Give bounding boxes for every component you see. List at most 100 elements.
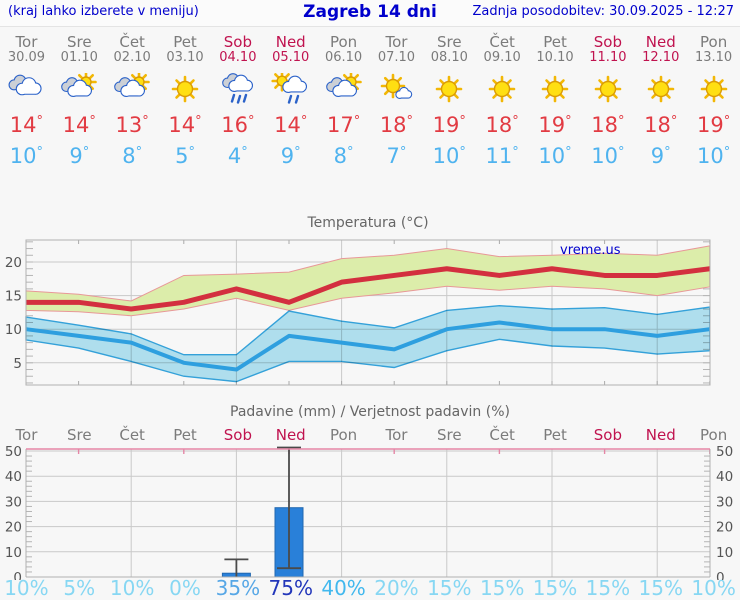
precip-day-label: Tor	[385, 426, 408, 444]
day-name: Pet	[543, 33, 567, 51]
precip-day-label: Pet	[543, 426, 567, 444]
day-date: 30.09	[7, 50, 46, 65]
precip-ytick-right: 0	[716, 570, 725, 580]
day-column-tor-07.10: Tor 07.10 18° 7°	[370, 30, 423, 172]
precip-probability: 10%	[4, 576, 49, 600]
sunny-icon	[171, 75, 199, 103]
partly-cloudy-icon	[325, 71, 362, 97]
day-column-pet-10.10: Pet 10.10 19° 10°	[529, 30, 582, 172]
temperature-chart: Temperatura (°C) 5 10 15 20 vreme.us	[5, 215, 711, 386]
day-date: 13.10	[694, 50, 733, 65]
precip-probability: 15%	[585, 576, 631, 600]
day-name: Sob	[593, 33, 622, 51]
min-temperature: 10°	[432, 144, 466, 168]
watermark-link[interactable]: vreme.us	[560, 243, 621, 258]
weather-icon-box	[529, 73, 582, 109]
precip-day-label: Sob	[223, 426, 252, 444]
sunny-icon	[594, 75, 622, 103]
sunny-icon	[700, 75, 727, 103]
day-column-pon-13.10: Pon 13.10 19° 10°	[687, 30, 740, 172]
precip-day-label: Pon	[700, 426, 728, 444]
day-column-sre-08.10: Sre 08.10 19° 10°	[423, 30, 476, 172]
min-temperature: 4°	[227, 144, 248, 168]
day-date: 07.10	[377, 50, 416, 65]
temp-chart-title: Temperatura (°C)	[306, 215, 428, 231]
day-name: Sre	[437, 33, 462, 51]
sunny-icon	[488, 75, 516, 103]
precip-day-label: Čet	[119, 426, 145, 444]
weather-icon-box	[0, 73, 53, 109]
weather-icon-box	[264, 70, 317, 109]
day-column-pet-03.10: Pet 03.10 14° 5°	[159, 30, 212, 172]
day-name: Ned	[645, 33, 676, 51]
day-date: 10.10	[536, 50, 574, 65]
precip-day-label: Ned	[275, 426, 306, 444]
precip-probability: 10%	[109, 576, 155, 600]
day-date: 05.10	[272, 50, 310, 65]
last-update: Zadnja posodobitev: 30.09.2025 - 12:27	[472, 4, 734, 19]
precip-ytick-right: 30	[716, 494, 733, 510]
day-date: 11.10	[589, 50, 627, 65]
sunny-icon	[435, 75, 463, 103]
cloudy-icon	[8, 74, 43, 96]
max-temperature: 19°	[538, 113, 572, 137]
page-header: (kraj lahko izberete v meniju) Zagreb 14…	[0, 0, 740, 27]
day-date: 12.10	[642, 50, 680, 65]
min-temperature: 9°	[69, 144, 90, 168]
day-name: Ned	[275, 33, 306, 51]
day-column-ned-05.10: Ned 05.10 14° 9°	[264, 30, 317, 172]
precip-probability: 5%	[63, 576, 96, 600]
precip-probability: 75%	[268, 576, 313, 600]
precip-day-label: Sre	[66, 426, 92, 444]
min-temperature: 5°	[175, 144, 195, 168]
precip-day-label: Sob	[593, 426, 622, 444]
max-temperature: 14°	[9, 113, 44, 137]
max-temperature: 17°	[326, 113, 361, 137]
precip-ytick-left: 0	[13, 570, 22, 580]
weather-icon-box	[634, 73, 687, 109]
day-name: Pon	[329, 33, 358, 51]
day-date: 06.10	[324, 50, 363, 65]
temp-ytick-label: 20	[5, 255, 22, 271]
day-name: Pet	[173, 33, 197, 51]
day-column-ned-12.10: Ned 12.10 18° 9°	[634, 30, 687, 172]
day-column-sob-11.10: Sob 11.10 18° 10°	[581, 30, 634, 172]
precip-probability: 15%	[638, 576, 683, 600]
precip-day-label: Ned	[645, 426, 676, 444]
max-temperature: 14°	[62, 113, 96, 137]
min-temperature: 11°	[485, 144, 519, 168]
precip-probability: 20%	[374, 576, 419, 600]
day-column-čet-02.10: Čet 02.10 13° 8°	[106, 30, 159, 172]
precip-ytick-right: 40	[716, 469, 733, 485]
precip-probability: 0%	[169, 576, 201, 600]
precip-probability: 15%	[532, 576, 578, 600]
day-name: Tor	[15, 33, 38, 51]
precip-day-label: Sre	[437, 426, 462, 444]
mostly-sunny-icon	[381, 73, 413, 99]
min-temperature: 10°	[696, 144, 731, 168]
min-temperature: 10°	[9, 144, 44, 168]
day-column-čet-09.10: Čet 09.10 18° 11°	[476, 30, 529, 172]
day-name: Pon	[700, 33, 728, 51]
precip-ytick-left: 40	[5, 469, 22, 485]
max-temperature: 19°	[432, 113, 466, 137]
day-column-sre-01.10: Sre 01.10 14° 9°	[53, 30, 106, 172]
precip-ytick-right: 50	[716, 446, 733, 460]
precip-probability: 35%	[215, 576, 261, 600]
day-date: 02.10	[113, 50, 151, 65]
max-temp-line	[26, 266, 711, 312]
partly-cloudy-icon	[61, 71, 98, 97]
precip-probability: 15%	[427, 576, 472, 600]
min-temp-line	[25, 320, 711, 372]
page-title: Zagreb 14 dni	[303, 2, 437, 22]
weather-icon-box	[423, 73, 476, 109]
day-date: 08.10	[430, 50, 468, 65]
precip-ytick-left: 50	[5, 446, 22, 460]
weather-icon-box	[317, 71, 370, 109]
partly-cloudy-icon	[114, 71, 150, 97]
weather-icon-box	[106, 71, 159, 109]
day-date: 03.10	[166, 50, 204, 65]
max-temperature: 18°	[379, 113, 414, 137]
max-temperature: 18°	[591, 113, 625, 137]
day-name: Čet	[119, 33, 145, 51]
